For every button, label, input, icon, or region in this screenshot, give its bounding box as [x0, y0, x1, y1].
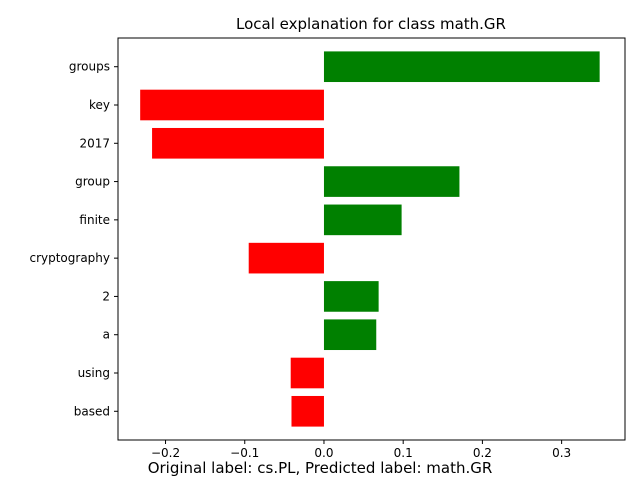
x-tick-label: 0.2 [473, 446, 492, 460]
y-axis: groups key 2017 group finite cryptography 2 a us… [29, 60, 118, 418]
y-tick-label: using [78, 366, 110, 380]
y-tick-label: finite [79, 213, 110, 227]
chart-title: Local explanation for class math.GR [236, 15, 506, 33]
y-tick-label: a [103, 328, 110, 342]
y-tick-label: based [74, 404, 110, 418]
y-tick-label: cryptography [29, 251, 110, 265]
bar-based [291, 395, 324, 427]
y-tick-label: 2017 [79, 136, 110, 150]
bars-group [140, 51, 600, 427]
bar-2 [323, 281, 379, 312]
x-tick-label: −0.1 [230, 446, 259, 460]
y-tick-label: key [89, 98, 110, 112]
bar-key [140, 89, 324, 121]
bar-a [323, 319, 377, 351]
prediction-caption: Original label: cs.PL, Predicted label: … [147, 459, 493, 477]
y-tick-label: 2 [102, 289, 110, 303]
y-tick-label: group [75, 175, 110, 189]
bar-group [323, 166, 460, 197]
plot-frame [117, 37, 626, 441]
x-tick-label: 0.1 [394, 446, 413, 460]
x-axis: −0.2 −0.1 0.0 0.1 0.2 0.3 [151, 440, 571, 460]
bar-groups [323, 51, 600, 83]
bar-2017 [152, 127, 324, 159]
bar-using [290, 357, 324, 389]
bar-finite [323, 204, 402, 236]
y-tick-label: groups [69, 60, 110, 74]
bar-cryptography [248, 242, 324, 274]
x-tick-label: −0.2 [151, 446, 180, 460]
x-tick-label: 0.3 [552, 446, 571, 460]
x-tick-label: 0.0 [314, 446, 333, 460]
